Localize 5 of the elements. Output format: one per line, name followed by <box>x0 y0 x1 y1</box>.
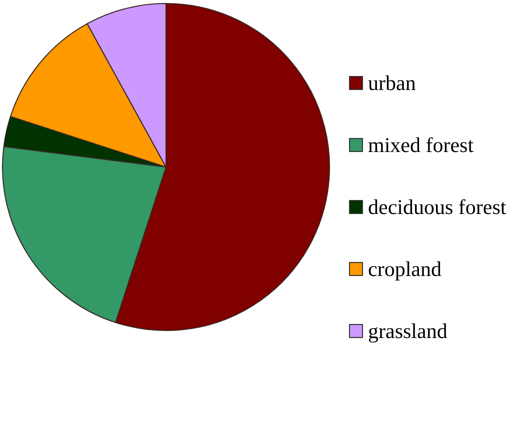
legend-label: grassland <box>368 318 448 344</box>
legend-label: urban <box>368 70 416 96</box>
legend-label: cropland <box>368 256 442 282</box>
legend-label: mixed forest <box>368 132 474 158</box>
legend-label: deciduous forest <box>368 194 506 220</box>
